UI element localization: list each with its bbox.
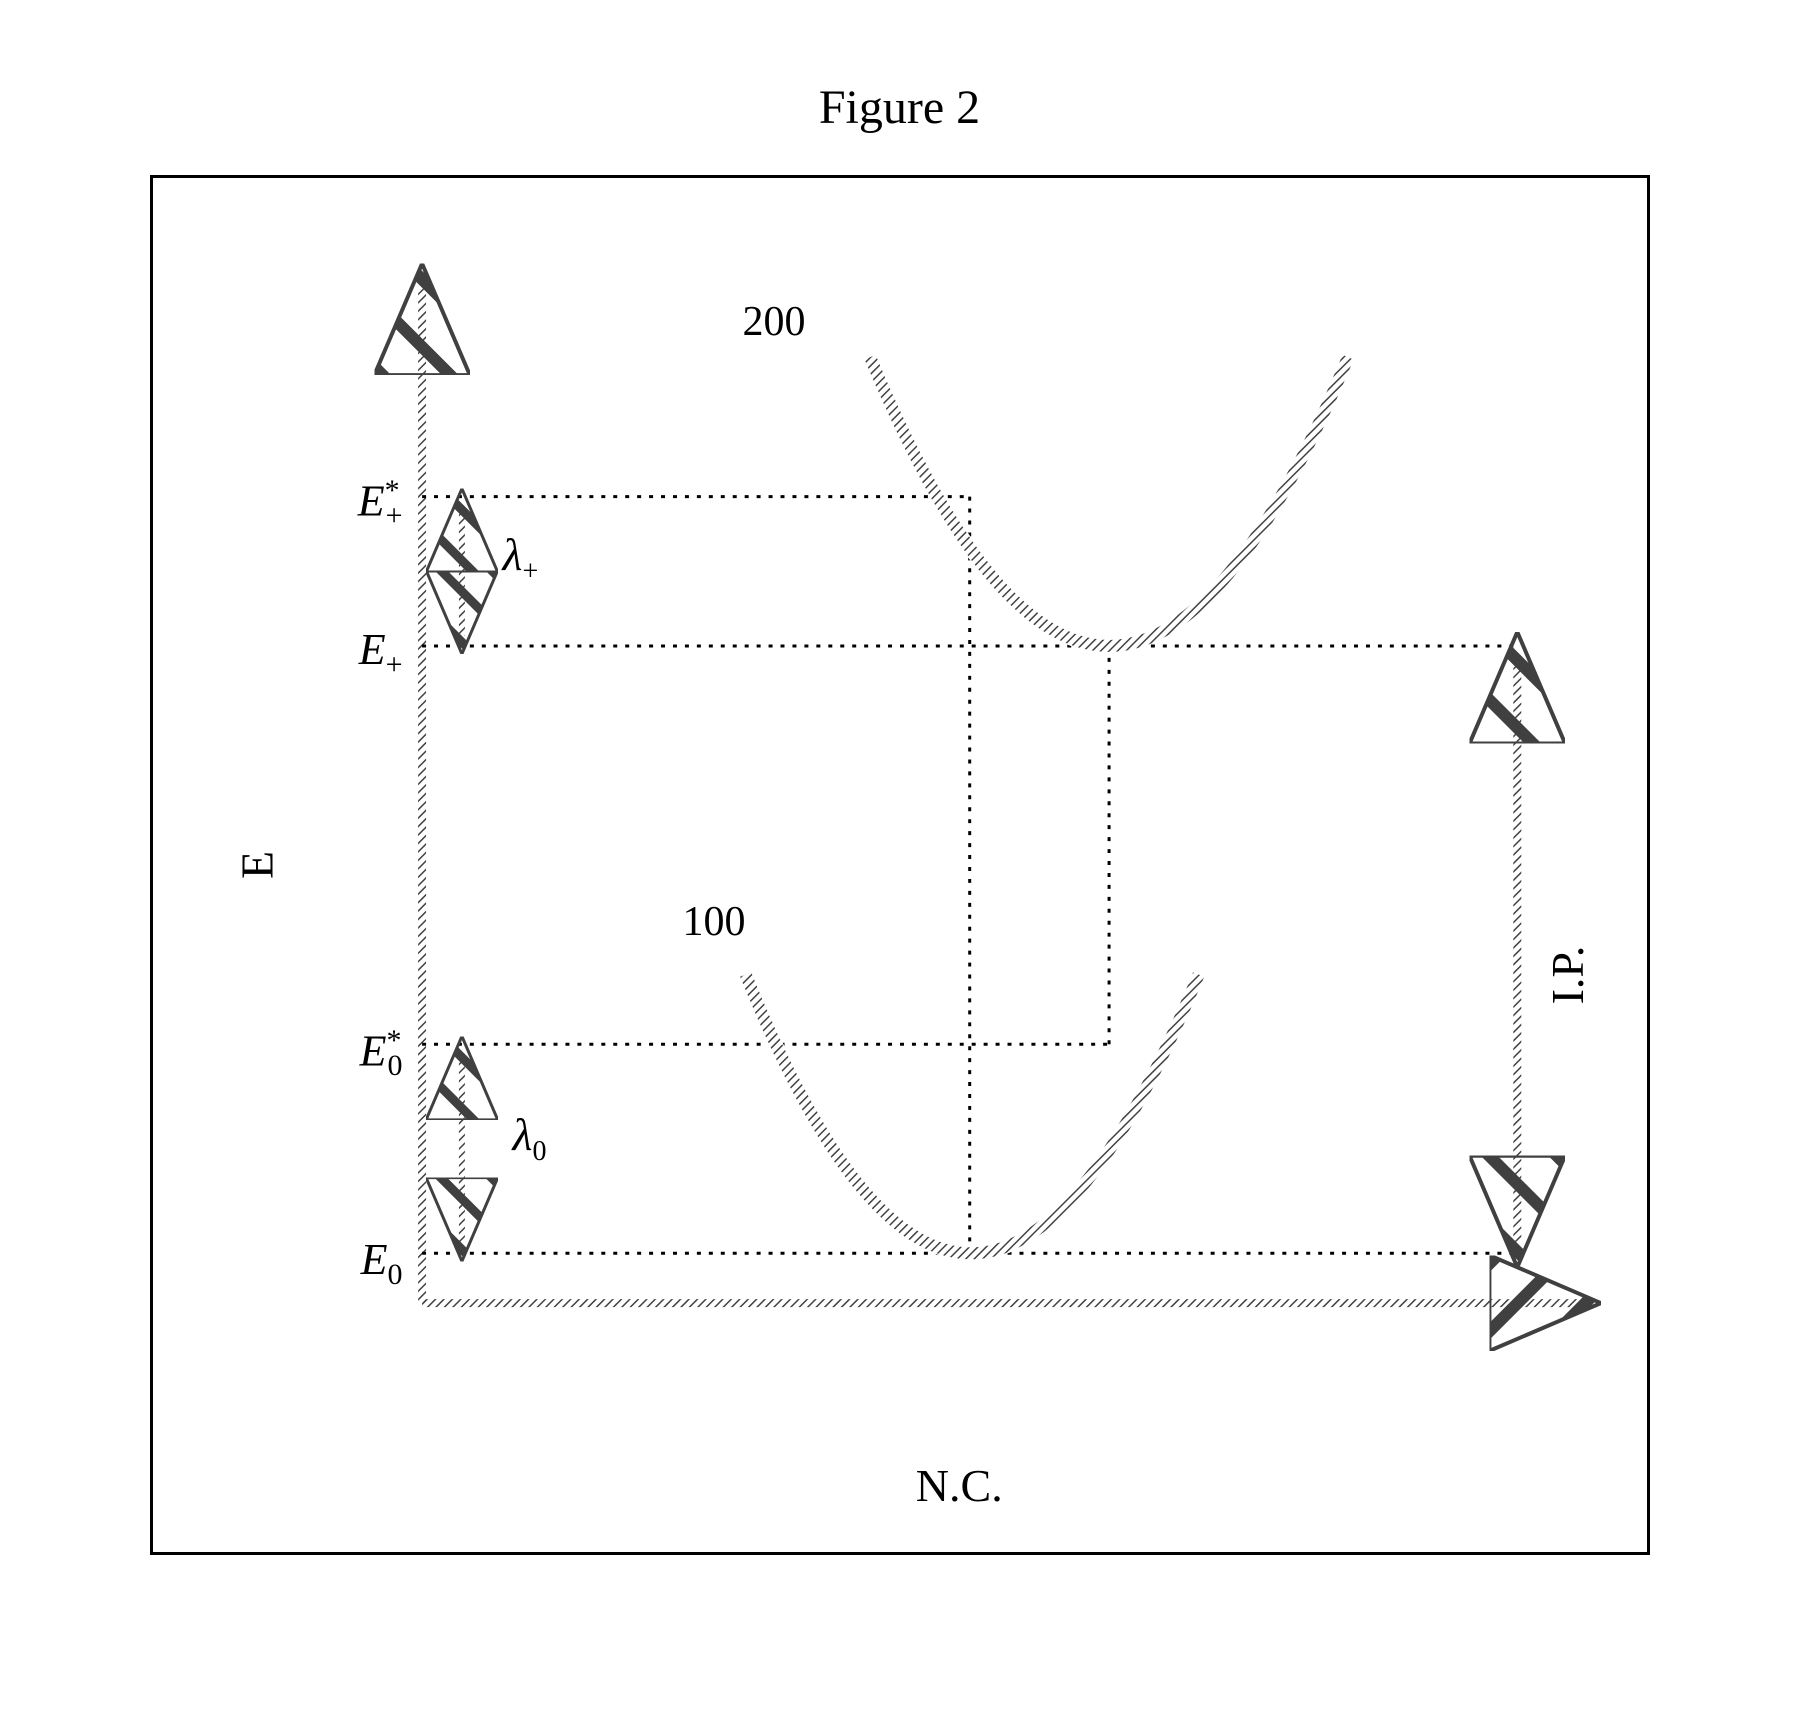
diagram-svg bbox=[153, 178, 1647, 1552]
curve-upper-label: 200 bbox=[743, 298, 806, 346]
tick-e-plus-star: E*+ bbox=[323, 474, 403, 533]
tick-e-plus: E+ bbox=[323, 624, 403, 682]
ip-label: I.P. bbox=[1541, 946, 1594, 1005]
tick-e-zero: E0 bbox=[323, 1234, 403, 1292]
x-axis-label: N.C. bbox=[916, 1459, 1003, 1512]
diagram-frame: E N.C. I.P. E*+ E+ E*0 E0 200 100 λ+ λ0 bbox=[150, 175, 1650, 1555]
curve-upper-outline bbox=[870, 357, 1348, 646]
y-axis-label: E bbox=[230, 851, 283, 879]
curve-lower-label: 100 bbox=[683, 898, 746, 946]
tick-e-zero-star: E*0 bbox=[323, 1024, 403, 1083]
lambda-plus-label: λ+ bbox=[503, 528, 539, 588]
curve-lower-outline bbox=[745, 975, 1198, 1254]
lambda-zero-label: λ0 bbox=[513, 1108, 547, 1168]
figure-title: Figure 2 bbox=[819, 80, 980, 135]
